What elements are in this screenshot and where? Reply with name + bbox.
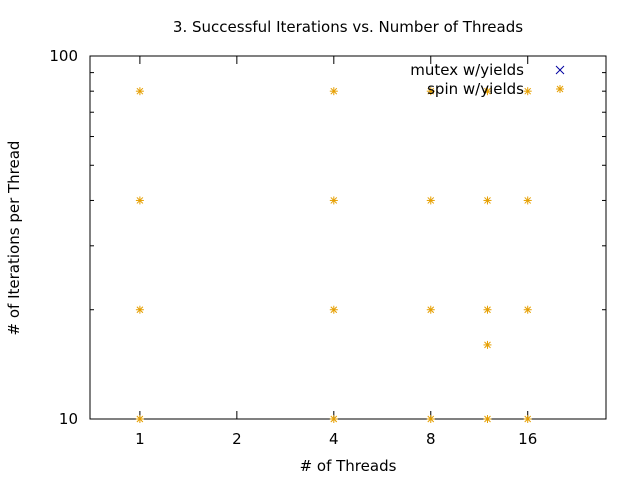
y-tick-label: 100	[49, 47, 78, 65]
legend-label-spin: spin w/yields	[427, 80, 524, 98]
data-point-spin	[483, 340, 492, 349]
data-point-spin	[523, 415, 532, 423]
data-point-spin	[329, 196, 338, 205]
x-axis-label: # of Threads	[300, 457, 397, 475]
data-point-spin	[523, 196, 532, 205]
data-point-spin	[523, 87, 532, 96]
data-point-spin	[329, 87, 338, 96]
data-points	[135, 87, 532, 423]
data-point-spin	[483, 196, 492, 205]
data-point-spin	[426, 305, 435, 314]
data-point-spin	[426, 196, 435, 205]
x-tick-label: 4	[329, 430, 339, 448]
x-axis-ticks: 1 2 4 8 16	[135, 56, 537, 448]
x-tick-label: 1	[135, 430, 145, 448]
plot-frame	[89, 55, 607, 420]
legend-marker-spin	[556, 85, 564, 93]
data-point-spin	[329, 305, 338, 314]
data-point-spin	[483, 415, 492, 423]
data-point-spin	[135, 305, 144, 314]
data-point-spin	[135, 87, 144, 96]
data-point-spin	[329, 415, 338, 423]
legend-label-mutex: mutex w/yields	[410, 61, 524, 79]
y-axis-label: # of Iterations per Thread	[5, 141, 23, 336]
data-point-spin	[426, 415, 435, 423]
data-point-spin	[523, 305, 532, 314]
data-point-spin	[135, 196, 144, 205]
y-tick-label: 10	[59, 410, 78, 428]
data-point-spin	[483, 305, 492, 314]
y-axis-ticks: 10 100	[49, 47, 606, 428]
legend: mutex w/yields spin w/yields	[410, 61, 565, 98]
x-tick-label: 8	[426, 430, 436, 448]
y-minor-ticks	[90, 72, 606, 311]
data-point-spin	[135, 415, 144, 423]
legend-asterisk	[556, 85, 564, 93]
legend-marker-mutex	[555, 65, 565, 75]
data-point-spin	[426, 87, 435, 96]
x-tick-label: 16	[518, 430, 537, 448]
chart-title: 3. Successful Iterations vs. Number of T…	[173, 18, 523, 36]
x-tick-label: 2	[232, 430, 242, 448]
data-point-spin	[483, 87, 492, 96]
